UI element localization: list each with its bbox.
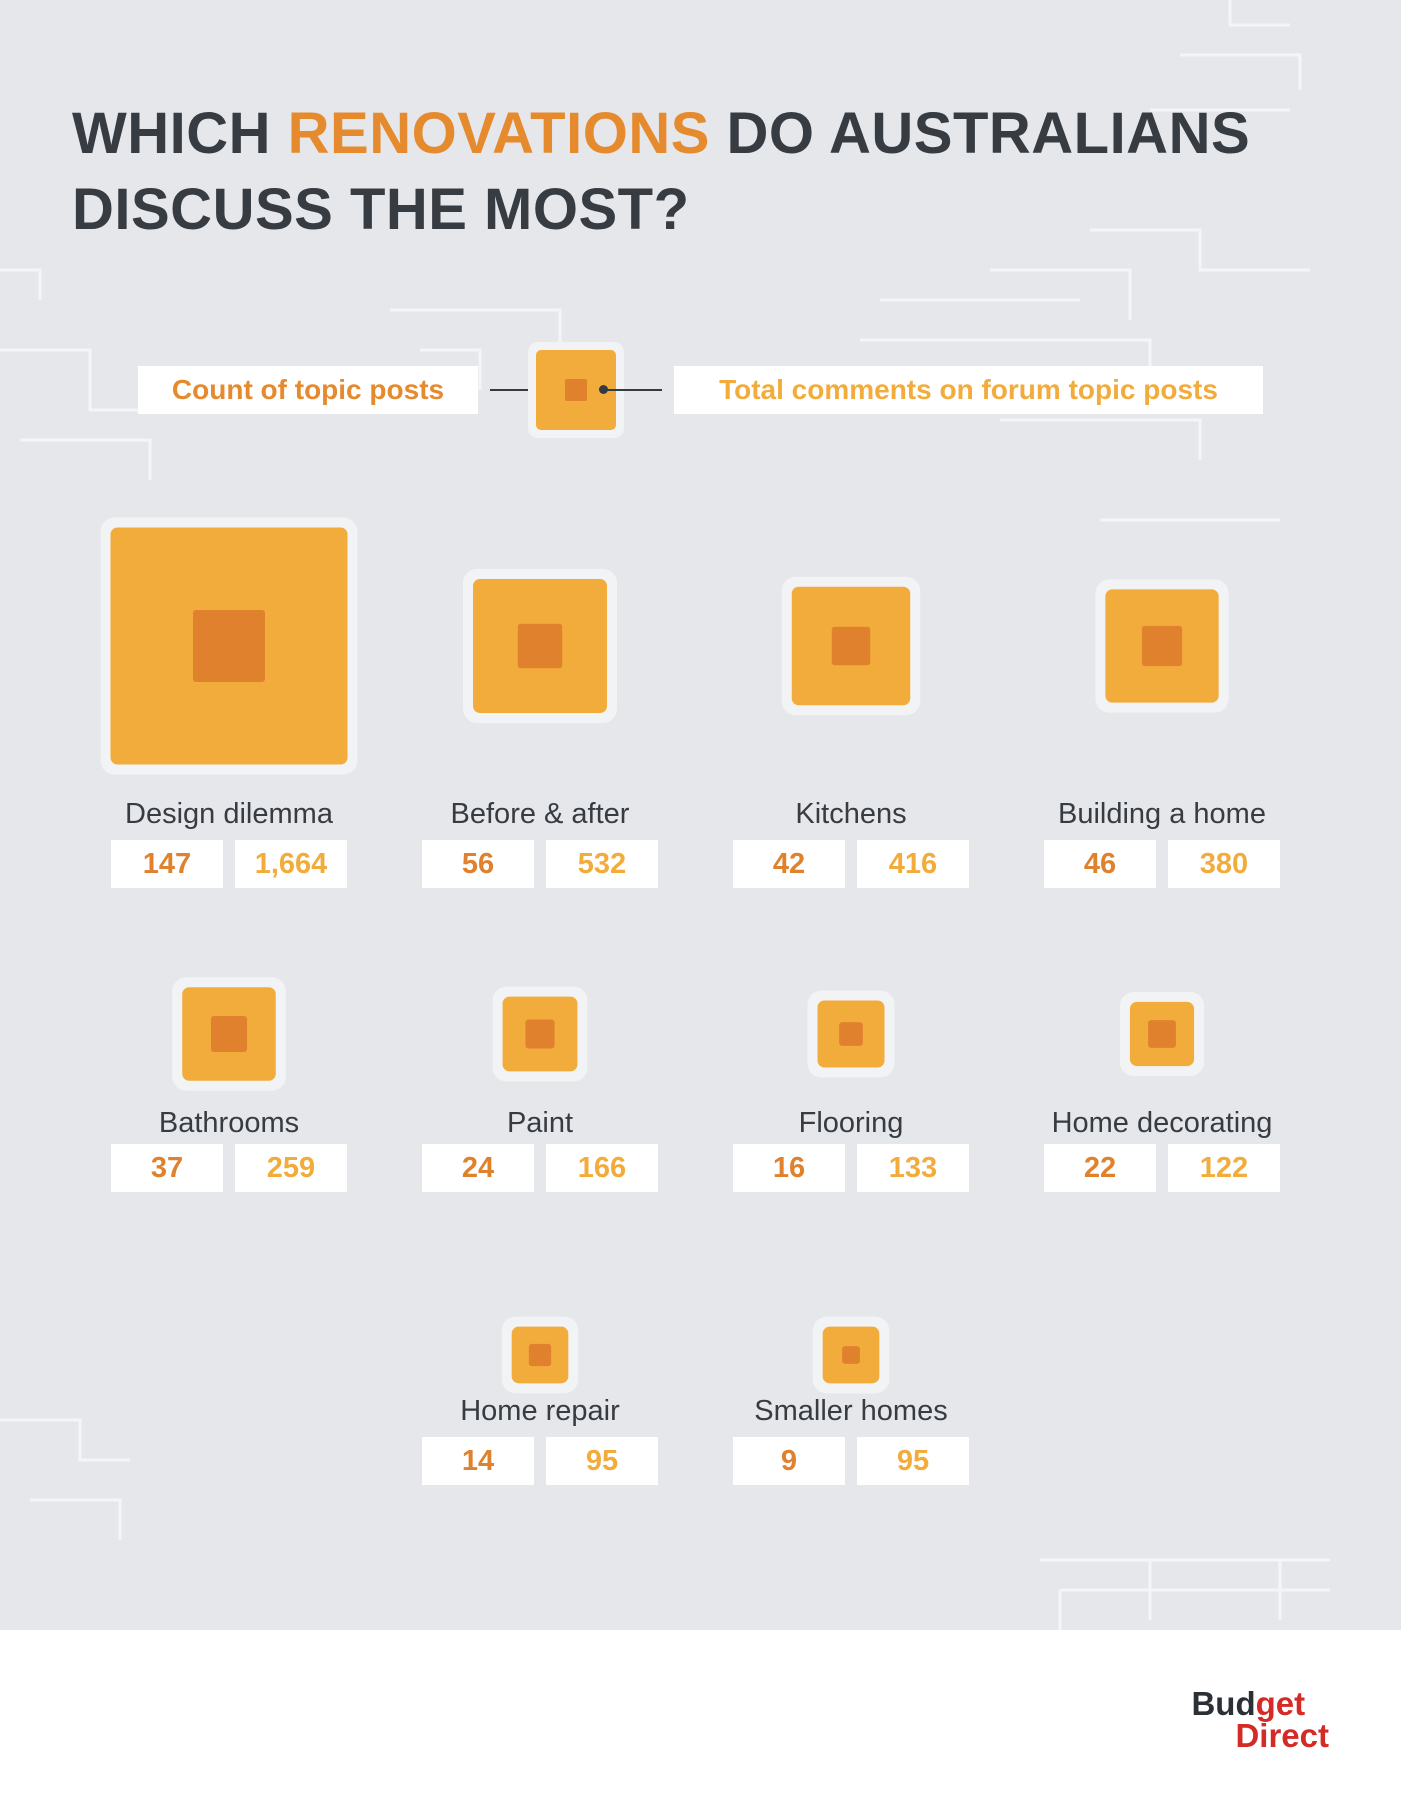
posts-value-home-decorating: 22 <box>1044 1144 1156 1192</box>
posts-value-kitchens: 42 <box>733 840 845 888</box>
square-group-kitchens <box>781 576 921 716</box>
square-group-flooring <box>807 990 895 1078</box>
posts-value-flooring: 16 <box>733 1144 845 1192</box>
legend-comments-dot <box>599 385 608 394</box>
legend-square-icon <box>528 342 624 438</box>
posts-value-bathrooms: 37 <box>111 1144 223 1192</box>
renovation-squares-chart <box>100 517 1229 1394</box>
posts-square-flooring <box>839 1022 863 1046</box>
square-group-home-decorating <box>1119 991 1205 1077</box>
category-label-before-and-after: Before & after <box>450 798 630 830</box>
posts-value-home-repair: 14 <box>422 1437 534 1485</box>
posts-square-building-a-home <box>1141 625 1183 667</box>
category-label-flooring: Flooring <box>798 1107 904 1139</box>
title-part2: DO AUSTRALIANS <box>709 101 1251 166</box>
posts-square-paint <box>525 1019 555 1049</box>
legend-comments-label: Total comments on forum topic posts <box>674 366 1263 414</box>
comments-value-home-repair: 95 <box>546 1437 658 1485</box>
title-highlight: RENOVATIONS <box>287 101 710 166</box>
logo-part1: Bud <box>1191 1685 1256 1722</box>
comments-value-bathrooms: 259 <box>235 1144 347 1192</box>
square-group-building-a-home <box>1095 579 1229 713</box>
title-line2: DISCUSS THE MOST? <box>72 177 690 242</box>
category-label-home-repair: Home repair <box>460 1395 620 1427</box>
square-group-home-repair <box>501 1316 579 1394</box>
category-label-building-a-home: Building a home <box>1058 798 1266 830</box>
chart-title: WHICH RENOVATIONS DO AUSTRALIANS DISCUSS… <box>72 96 1250 248</box>
title-part1: WHICH <box>72 101 288 166</box>
category-label-design-dilemma: Design dilemma <box>125 798 333 830</box>
brick-background <box>0 0 1330 1630</box>
comments-value-flooring: 133 <box>857 1144 969 1192</box>
comments-value-paint: 166 <box>546 1144 658 1192</box>
posts-square-before-and-after <box>517 623 563 669</box>
posts-value-smaller-homes: 9 <box>733 1437 845 1485</box>
posts-square-bathrooms <box>210 1015 248 1053</box>
footer: Budget Direct <box>0 1630 1401 1806</box>
comments-value-building-a-home: 380 <box>1168 840 1280 888</box>
legend-posts-label: Count of topic posts <box>138 366 478 414</box>
square-group-before-and-after <box>462 568 618 724</box>
posts-square-smaller-homes <box>842 1346 860 1364</box>
comments-value-before-and-after: 532 <box>546 840 658 888</box>
category-label-paint: Paint <box>506 1107 574 1139</box>
posts-value-building-a-home: 46 <box>1044 840 1156 888</box>
posts-square-design-dilemma <box>193 610 265 682</box>
square-group-smaller-homes <box>812 1316 890 1394</box>
category-label-smaller-homes: Smaller homes <box>754 1395 948 1427</box>
logo-line2: Direct <box>1235 1717 1329 1754</box>
posts-value-paint: 24 <box>422 1144 534 1192</box>
comments-value-smaller-homes: 95 <box>857 1437 969 1485</box>
category-label-bathrooms: Bathrooms <box>158 1107 300 1139</box>
posts-square-kitchens <box>831 626 871 666</box>
posts-square-home-decorating <box>1148 1020 1176 1048</box>
square-group-paint <box>492 986 588 1082</box>
category-label-kitchens: Kitchens <box>795 798 907 830</box>
legend-comments-connector <box>604 389 662 391</box>
comments-value-design-dilemma: 1,664 <box>235 840 347 888</box>
posts-square-home-repair <box>528 1343 552 1367</box>
category-label-home-decorating: Home decorating <box>1051 1107 1273 1139</box>
posts-value-design-dilemma: 147 <box>111 840 223 888</box>
logo-part2: get <box>1255 1685 1306 1722</box>
posts-value-before-and-after: 56 <box>422 840 534 888</box>
budget-direct-logo: Budget Direct <box>1191 1685 1329 1754</box>
comments-value-home-decorating: 122 <box>1168 1144 1280 1192</box>
square-group-bathrooms <box>172 977 286 1091</box>
square-group-design-dilemma <box>100 517 358 775</box>
comments-value-kitchens: 416 <box>857 840 969 888</box>
